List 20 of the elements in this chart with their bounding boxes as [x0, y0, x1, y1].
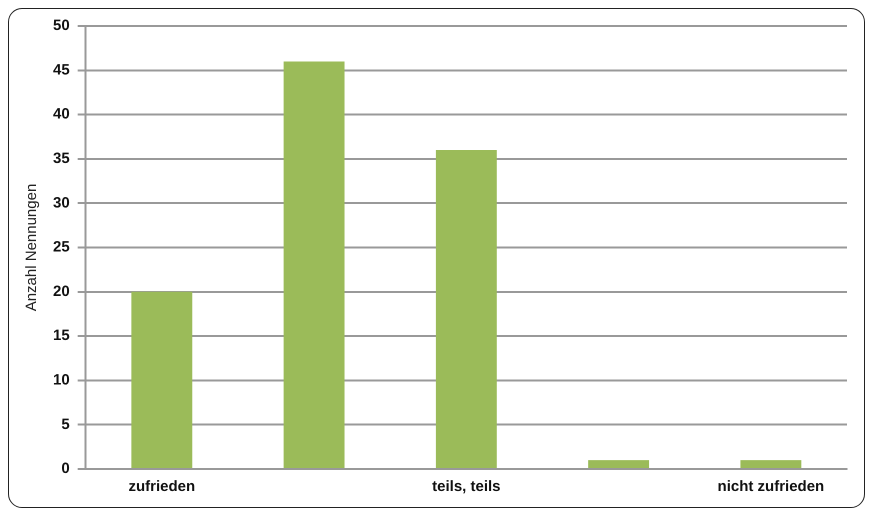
bar — [740, 460, 802, 468]
y-tick-label: 30 — [52, 194, 70, 212]
y-tick-label: 50 — [52, 17, 70, 34]
y-tick-label: 10 — [52, 372, 70, 389]
bar — [436, 150, 497, 468]
bar — [131, 292, 192, 468]
y-tick-label: 40 — [52, 106, 70, 123]
y-axis-title: Anzahl Nennungen — [23, 184, 40, 312]
x-tick-label: teils, teils — [432, 478, 501, 496]
x-tick-label: zufrieden — [128, 478, 196, 496]
y-tick-label: 0 — [61, 460, 70, 478]
y-tick-label: 20 — [52, 282, 70, 300]
y-tick-label: 15 — [52, 327, 70, 344]
x-tick-label: nicht zufrieden — [718, 478, 824, 496]
y-tick-label: 25 — [52, 238, 70, 256]
y-tick-label: 35 — [52, 150, 70, 168]
y-tick-label: 5 — [61, 416, 70, 433]
y-tick-label: 45 — [52, 61, 70, 78]
bar — [284, 61, 345, 468]
bar — [588, 460, 650, 468]
